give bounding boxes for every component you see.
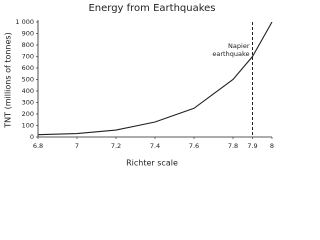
y-tick-label: 300 [22,99,34,107]
x-tick-label: 7.2 [111,142,121,150]
x-tick-label: 7.4 [150,142,160,150]
x-axis-label: Richter scale [126,159,178,168]
y-tick-label: 700 [22,53,34,61]
x-tick-label: 7.9 [247,142,257,150]
chart: Energy from Earthquakes Richter scale TN… [4,3,275,168]
y-tick-label: 500 [22,76,34,84]
x-tick-label: 6.8 [33,142,43,150]
annotation-text: Napier [228,42,250,50]
data-line [37,21,273,136]
y-tick-label: 800 [22,41,34,49]
y-tick-label: 400 [22,87,34,95]
y-tick-label: 1 000 [15,18,34,26]
x-tick-label: 7.6 [189,142,199,150]
y-tick-label: 0 [30,133,34,141]
x-tick-label: 8 [270,142,274,150]
y-tick-label: 200 [22,110,34,118]
y-tick-label: 900 [22,30,34,38]
y-axis-label: TNT (millions of tonnes) [4,32,13,128]
x-tick-label: 7 [75,142,79,150]
x-tick-label: 7.8 [228,142,238,150]
chart-title: Energy from Earthquakes [88,3,215,14]
y-tick-label: 100 [22,122,34,130]
annotation-text: earthquake [212,50,249,58]
y-tick-label: 600 [22,64,34,72]
